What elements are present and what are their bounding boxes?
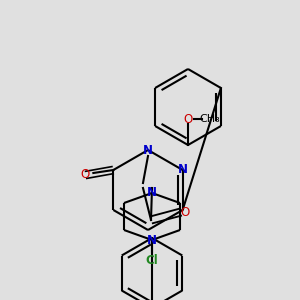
Text: O: O: [183, 112, 193, 125]
Text: N: N: [147, 233, 157, 247]
Text: O: O: [180, 206, 190, 218]
Text: N: N: [178, 164, 188, 176]
Text: N: N: [147, 187, 157, 200]
Text: Cl: Cl: [146, 254, 158, 266]
Text: N: N: [143, 143, 153, 157]
Text: CH₃: CH₃: [200, 114, 220, 124]
Text: O: O: [81, 169, 90, 182]
